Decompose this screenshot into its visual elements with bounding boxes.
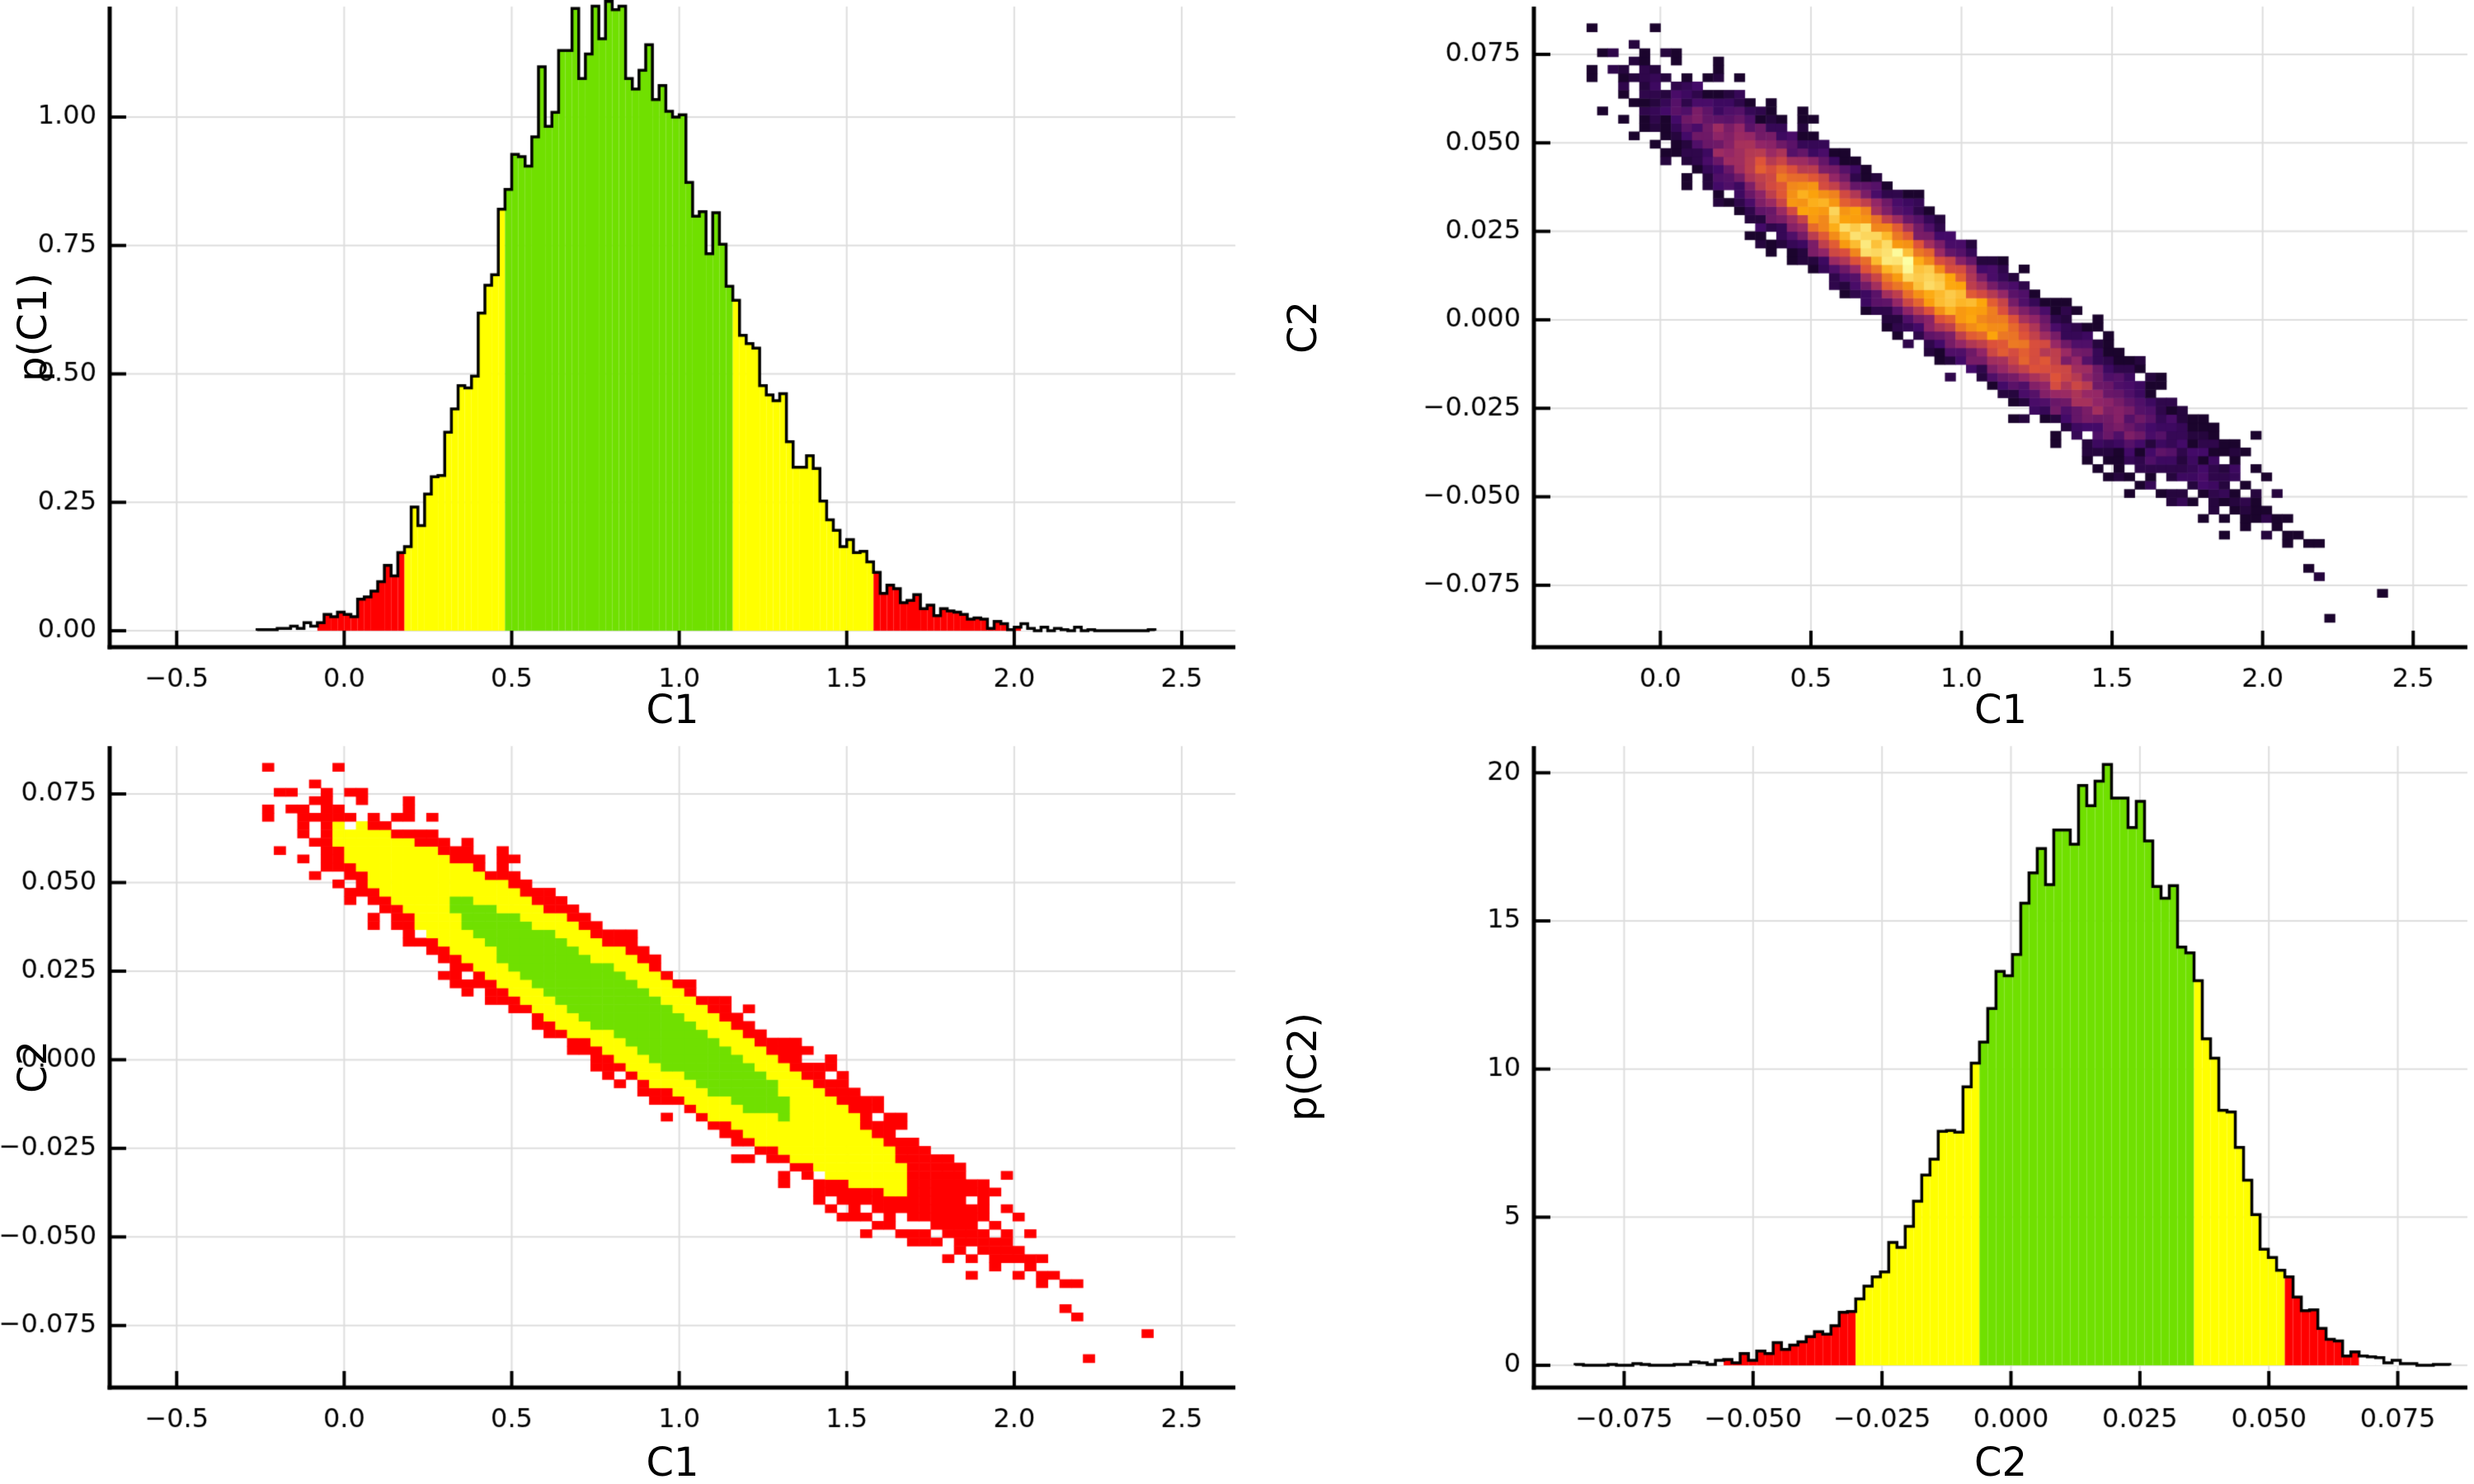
c2-histogram-canvas bbox=[1270, 742, 2474, 1484]
bottom-left-yaxis-label-box: C2 bbox=[7, 746, 59, 1388]
top-right-yaxis-label: C2 bbox=[1280, 300, 1326, 354]
bottom-left-yaxis-label: C2 bbox=[10, 1040, 56, 1094]
bottom-right-yaxis-label-box: p(C2) bbox=[1277, 746, 1329, 1388]
top-right-yaxis-label-box: C2 bbox=[1277, 7, 1329, 647]
top-left-yaxis-label-box: p(C1) bbox=[7, 7, 59, 647]
c1-histogram-canvas bbox=[0, 0, 1270, 742]
top-right-xaxis-label: C1 bbox=[1973, 687, 2028, 733]
c1-c2-scatter-canvas bbox=[0, 742, 1270, 1484]
top-left-xaxis-label: C1 bbox=[646, 687, 699, 733]
bottom-right-xaxis-label: C2 bbox=[1973, 1439, 2028, 1484]
top-left-yaxis-label: p(C1) bbox=[10, 272, 57, 382]
bottom-left-xaxis-label: C1 bbox=[646, 1439, 699, 1484]
bottom-right-yaxis-label: p(C2) bbox=[1280, 1012, 1327, 1121]
c1-c2-heatmap-canvas bbox=[1270, 0, 2474, 742]
